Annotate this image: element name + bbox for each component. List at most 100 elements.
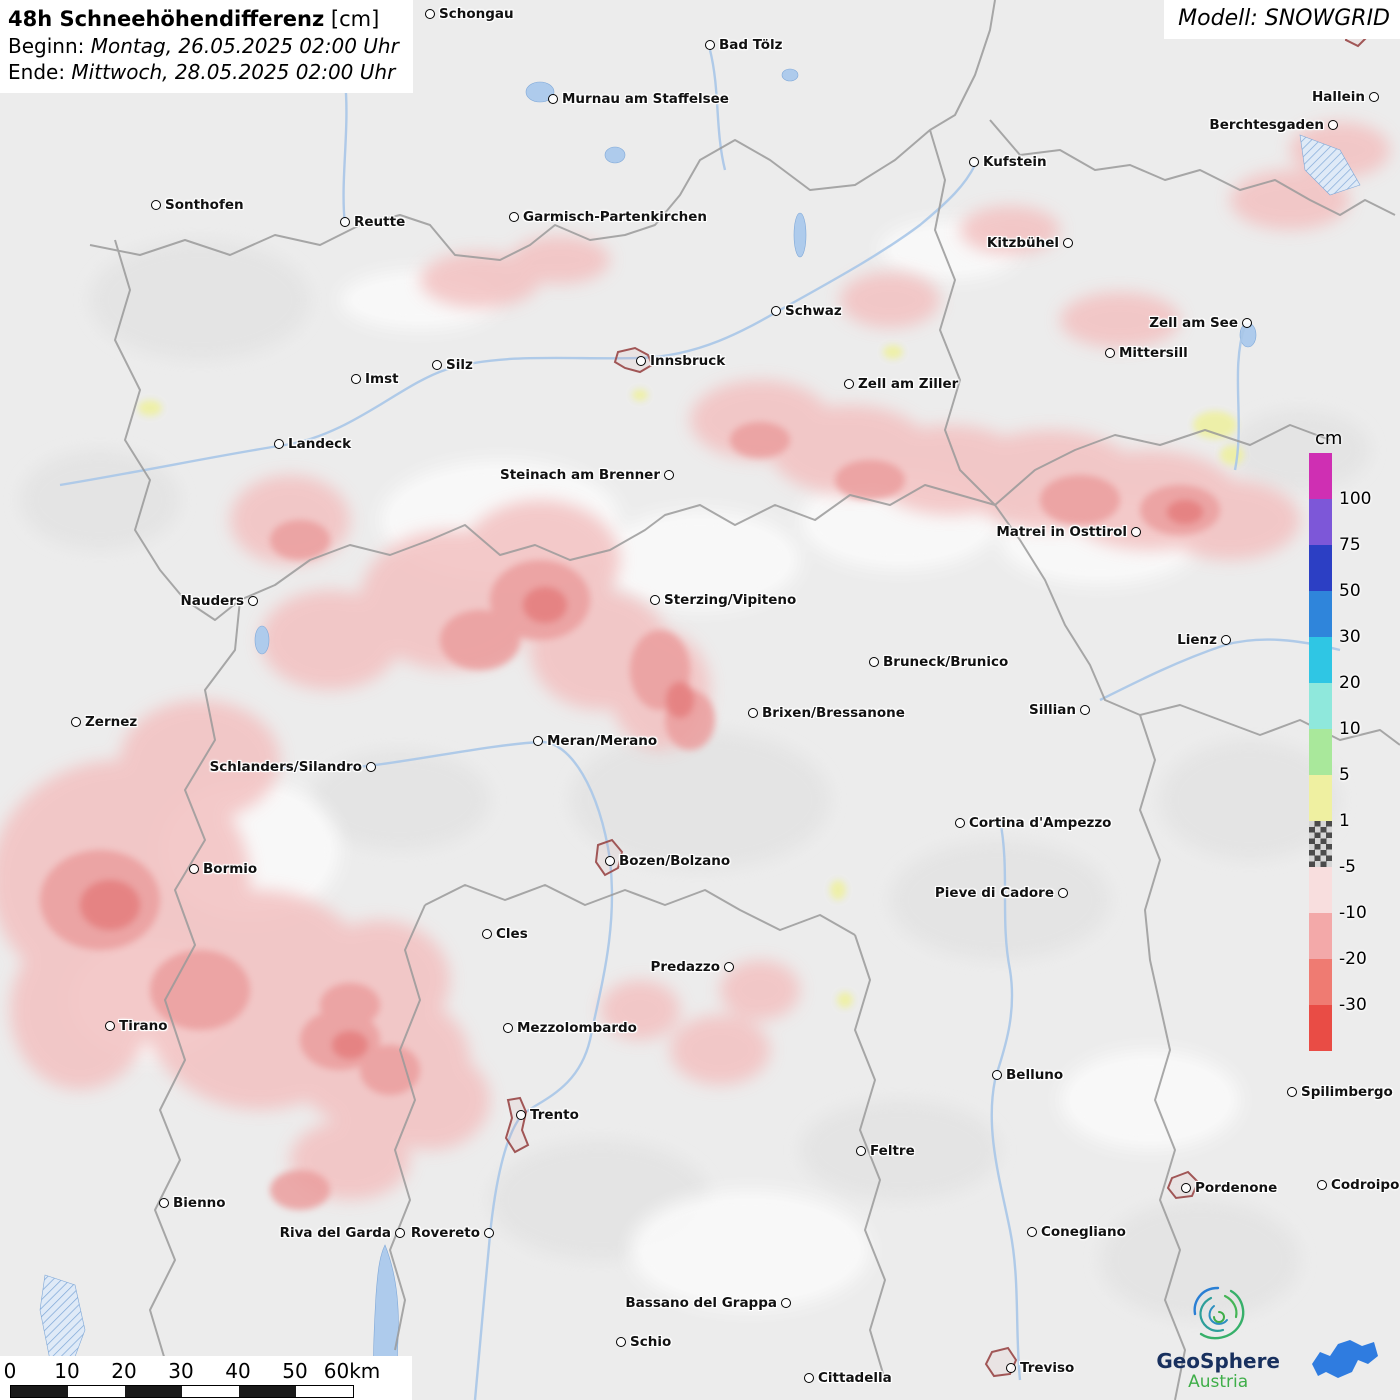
city-marker-icon: [425, 9, 435, 19]
city-marker-icon: [636, 356, 646, 366]
city-marker-icon: [509, 212, 519, 222]
legend: cm 100 75 50 30 20 10 5 1 -5 -10 -20 -30: [1309, 428, 1378, 1051]
city-marker-icon: [992, 1070, 1002, 1080]
city-label: Schio: [630, 1334, 672, 1350]
city-marker-icon: [516, 1110, 526, 1120]
model-label: Modell: SNOWGRID: [1178, 6, 1390, 31]
city-label: Mittersill: [1119, 345, 1188, 361]
scalebar-segment: [125, 1386, 182, 1397]
city-marker-icon: [804, 1373, 814, 1383]
city-marker-icon: [748, 708, 758, 718]
borders: [89, 0, 1400, 1400]
city-label: Feltre: [870, 1143, 915, 1159]
scalebar-label: 30: [168, 1359, 194, 1383]
city-marker-icon: [1006, 1363, 1016, 1373]
geosphere-country: Austria: [1188, 1371, 1249, 1392]
city-label: Kufstein: [983, 154, 1047, 170]
city-label: Bienno: [173, 1195, 226, 1211]
scalebar-segment: [182, 1386, 239, 1397]
city-label: Imst: [365, 371, 399, 387]
city-marker-icon: [771, 306, 781, 316]
scalebar-label: 0: [3, 1359, 17, 1383]
city-marker-icon: [151, 200, 161, 210]
legend-tick-label: -30: [1339, 995, 1367, 1015]
model-box: Modell: SNOWGRID: [1164, 0, 1400, 39]
legend-seg-30: [1309, 591, 1332, 637]
city-label: Silz: [446, 357, 473, 373]
city-marker-icon: [1181, 1183, 1191, 1193]
legend-seg-5: [1309, 729, 1332, 775]
city-label: Cles: [496, 926, 528, 942]
scalebar-label: 10: [54, 1359, 80, 1383]
city-label: Reutte: [354, 214, 406, 230]
city-marker-icon: [1369, 92, 1379, 102]
city-marker-icon: [71, 717, 81, 727]
city-label: Tirano: [119, 1018, 168, 1034]
begin-line: Beginn: Montag, 26.05.2025 02:00 Uhr: [8, 33, 399, 59]
city-label: Lienz: [1177, 632, 1217, 648]
legend-seg-50: [1309, 545, 1332, 591]
city-marker-icon: [705, 40, 715, 50]
legend-unit-label: cm: [1315, 428, 1343, 449]
scalebar-segment: [239, 1386, 296, 1397]
city-label: Steinach am Brenner: [499, 467, 660, 483]
city-label: Sonthofen: [165, 197, 244, 213]
city-marker-icon: [482, 929, 492, 939]
city-marker-icon: [1287, 1087, 1297, 1097]
city-marker-icon: [159, 1198, 169, 1208]
city-marker-icon: [105, 1021, 115, 1031]
city-label: Schlanders/Silandro: [209, 759, 362, 775]
city-marker-icon: [395, 1228, 405, 1238]
city-label: Riva del Garda: [279, 1225, 391, 1241]
legend-seg-75: [1309, 499, 1332, 545]
geosphere-org-name: GeoSphere: [1156, 1348, 1280, 1373]
city-label: Bruneck/Brunico: [883, 654, 1009, 670]
city-marker-icon: [366, 762, 376, 772]
legend-seg--10: [1309, 867, 1332, 913]
scalebar-bar: [10, 1385, 354, 1398]
legend-seg--30: [1309, 959, 1332, 1005]
city-marker-icon: [1058, 888, 1068, 898]
branding: GeoSphere Austria: [1156, 1276, 1380, 1392]
scalebar-label: 60km: [323, 1359, 381, 1383]
city-marker-icon: [1105, 348, 1115, 358]
city-label: Berchtesgaden: [1209, 117, 1324, 133]
city-label: Mezzolombardo: [517, 1020, 637, 1036]
city-label: Conegliano: [1041, 1224, 1126, 1240]
city-marker-icon: [189, 864, 199, 874]
city-marker-icon: [781, 1298, 791, 1308]
legend-tick-label: 20: [1339, 673, 1361, 693]
tyrol-shape-icon: [1312, 1340, 1378, 1378]
city-label: Meran/Merano: [547, 733, 658, 749]
scalebar-label: 50: [282, 1359, 308, 1383]
city-label: Bassano del Grappa: [625, 1295, 777, 1311]
city-label: Trento: [530, 1107, 579, 1123]
city-marker-icon: [351, 374, 361, 384]
city-label: Cortina d'Ampezzo: [969, 815, 1112, 831]
city-label: Garmisch-Partenkirchen: [523, 209, 707, 225]
scalebar-segment: [296, 1386, 353, 1397]
scalebar-label: 40: [225, 1359, 251, 1383]
city-label: Matrei in Osttirol: [996, 524, 1127, 540]
city-marker-icon: [969, 157, 979, 167]
city-label: Innsbruck: [650, 353, 726, 369]
city-marker-icon: [340, 217, 350, 227]
map-title: 48h Schneehöhendifferenz [cm]: [8, 6, 399, 33]
city-label: Schwaz: [785, 303, 842, 319]
legend-tick-label: 100: [1339, 489, 1372, 509]
city-marker-icon: [503, 1023, 513, 1033]
city-label: Spilimbergo: [1301, 1084, 1393, 1100]
city-label: Cittadella: [818, 1370, 892, 1386]
legend-tick-label: 75: [1339, 535, 1361, 555]
city-marker-icon: [616, 1337, 626, 1347]
city-marker-icon: [1242, 318, 1252, 328]
map-title-text: 48h Schneehöhendifferenz: [8, 7, 325, 31]
legend-tick-label: 1: [1339, 811, 1350, 831]
scalebar: 0 10 20 30 40 50 60km: [0, 1356, 412, 1400]
city-marker-icon: [724, 962, 734, 972]
legend-seg-20: [1309, 637, 1332, 683]
city-label: Sterzing/Vipiteno: [664, 592, 797, 608]
